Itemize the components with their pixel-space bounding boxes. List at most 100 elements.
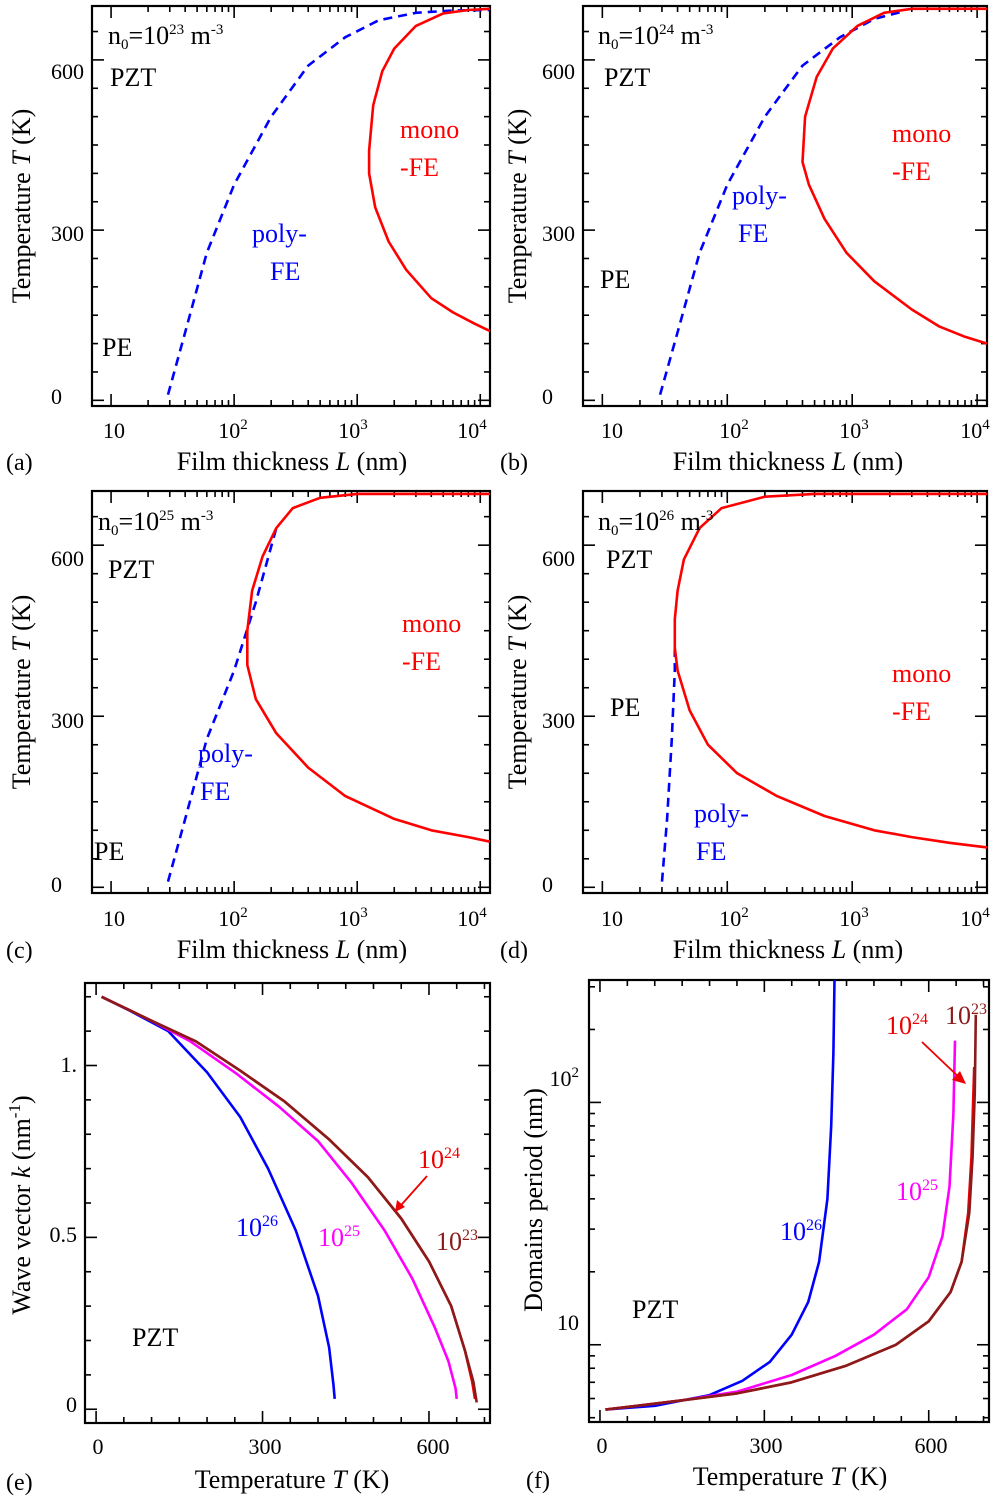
mono-fe-boundary-line — [673, 492, 988, 849]
series-10e25-line — [605, 1040, 957, 1411]
poly-fe-label-line2: FE — [696, 837, 726, 866]
y-tick-label-0.5: 0.5 — [50, 1222, 78, 1247]
poly-fe-label-line1: poly- — [198, 739, 253, 768]
panel-label: (d) — [500, 938, 528, 964]
x-tick-label-1000: 103 — [839, 905, 869, 931]
material-label: PZT — [604, 63, 650, 92]
pointer-arrowhead-1e24 — [952, 1071, 966, 1084]
mono-fe-label-line1: mono — [892, 119, 951, 148]
x-ticks — [110, 6, 482, 406]
series-label-1e26: 1026 — [236, 1213, 278, 1242]
pe-region-label: PE — [102, 333, 132, 362]
x-tick-label-10000: 104 — [457, 417, 487, 443]
panel-label: (b) — [500, 450, 528, 476]
series-label-1e25: 1025 — [896, 1177, 938, 1206]
y-ticks — [589, 985, 989, 1419]
panel-e: 0 0.5 1. 0 300 600 Temperature T (K) Wav… — [5, 981, 492, 1496]
x-tick-label-600: 600 — [417, 1434, 450, 1459]
series-10e26-line — [605, 979, 836, 1411]
curves — [660, 492, 988, 882]
x-axis-title: Film thickness L (nm) — [177, 935, 407, 964]
poly-fe-label-line2: FE — [738, 219, 768, 248]
y-tick-label-0: 0 — [542, 384, 553, 409]
y-ticks — [85, 995, 490, 1411]
x-ticks — [599, 980, 985, 1422]
y-tick-label-600: 600 — [542, 546, 575, 571]
y-tick-label-100: 102 — [550, 1065, 580, 1091]
x-axis-title: Temperature T (K) — [693, 1462, 888, 1491]
pe-region-label: PE — [600, 265, 630, 294]
y-axis-title: Temperature T (K) — [503, 109, 532, 304]
y-tick-label-0: 0 — [51, 872, 62, 897]
panel-a: 0 300 600 10 102 103 104 Film thickness … — [6, 4, 492, 476]
plot-frame — [581, 4, 989, 408]
x-tick-label-0: 0 — [597, 1433, 608, 1458]
y-tick-label-600: 600 — [542, 59, 575, 84]
x-ticks — [601, 491, 978, 893]
poly-fe-label-line2: FE — [200, 777, 230, 806]
x-tick-label-100: 102 — [218, 417, 248, 443]
x-tick-label-10000: 104 — [457, 905, 487, 931]
series-10e25-line — [101, 995, 458, 1400]
x-tick-label-1000: 103 — [338, 905, 368, 931]
concentration-label: n0=1025 m-3 — [98, 507, 213, 539]
x-tick-label-0: 0 — [93, 1434, 104, 1459]
curves — [658, 7, 988, 396]
y-axis-title: Wave vector k (nm-1) — [5, 1095, 36, 1314]
plot-frame — [90, 4, 492, 408]
y-ticks — [92, 30, 490, 402]
x-tick-label-10: 10 — [103, 906, 125, 931]
panel-b: 0 300 600 10 102 103 104 Film thickness … — [500, 4, 990, 476]
panel-label: (e) — [6, 1470, 33, 1496]
x-tick-label-100: 102 — [218, 905, 248, 931]
material-label: PZT — [132, 1323, 178, 1352]
material-label: PZT — [108, 555, 154, 584]
x-tick-label-600: 600 — [915, 1433, 948, 1458]
y-axis-title: Domains period (nm) — [519, 1088, 548, 1312]
mono-fe-label-line2: -FE — [400, 153, 439, 182]
series-label-1e23: 1023 — [945, 1001, 987, 1030]
mono-fe-label-line2: -FE — [402, 647, 441, 676]
panel-f: 102 10 0 300 600 Temperature T (K) Domai… — [519, 978, 991, 1494]
x-tick-label-1000: 103 — [839, 417, 869, 443]
mono-fe-label-line1: mono — [402, 609, 461, 638]
y-tick-label-600: 600 — [51, 546, 84, 571]
y-ticks — [583, 30, 987, 402]
mono-fe-boundary-line — [801, 7, 988, 345]
x-tick-label-10: 10 — [103, 418, 125, 443]
material-label: PZT — [632, 1295, 678, 1324]
x-ticks — [110, 491, 482, 893]
x-tick-label-10: 10 — [601, 418, 623, 443]
y-tick-label-600: 600 — [51, 59, 84, 84]
poly-fe-boundary-line — [660, 647, 677, 882]
series-label-1e24: 1024 — [418, 1145, 460, 1174]
panel-d: 0 300 600 10 102 103 104 Film thickness … — [500, 489, 990, 964]
series-10e23-line — [101, 995, 478, 1403]
pe-region-label: PE — [610, 693, 640, 722]
x-axis-title: Film thickness L (nm) — [673, 447, 903, 476]
curves — [605, 979, 978, 1411]
y-ticks — [92, 515, 490, 889]
poly-fe-label-line1: poly- — [694, 799, 749, 828]
pointer-arrowhead-1e24 — [395, 1200, 405, 1212]
y-tick-label-300: 300 — [51, 708, 84, 733]
poly-fe-boundary-line — [166, 8, 491, 396]
series-label-1e23: 1023 — [436, 1227, 478, 1256]
poly-fe-label-line1: poly- — [732, 181, 787, 210]
mono-fe-label-line1: mono — [892, 659, 951, 688]
y-tick-label-300: 300 — [542, 708, 575, 733]
material-label: PZT — [110, 63, 156, 92]
curves — [101, 995, 478, 1403]
x-tick-label-10000: 104 — [960, 905, 990, 931]
pe-region-label: PE — [94, 837, 124, 866]
x-tick-label-300: 300 — [750, 1433, 783, 1458]
y-axis-title: Temperature T (K) — [7, 109, 36, 304]
y-tick-label-1: 1. — [61, 1052, 78, 1077]
poly-fe-label-line1: poly- — [252, 219, 307, 248]
panel-label: (f) — [526, 1468, 550, 1494]
poly-fe-boundary-line — [166, 527, 278, 882]
x-tick-label-10: 10 — [601, 906, 623, 931]
concentration-label: n0=1026 m-3 — [598, 507, 713, 539]
curves — [166, 7, 491, 396]
